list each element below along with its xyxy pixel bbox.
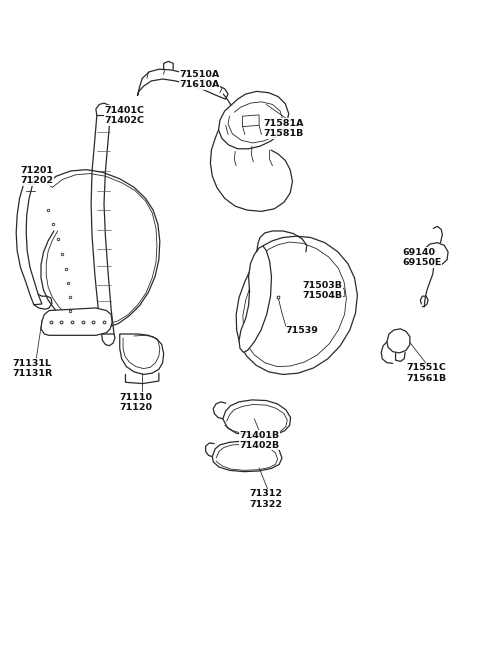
Polygon shape (41, 308, 112, 335)
Polygon shape (137, 69, 228, 99)
Polygon shape (91, 115, 114, 334)
Text: 71312
71322: 71312 71322 (250, 489, 283, 509)
Text: 71539: 71539 (285, 326, 318, 335)
Polygon shape (16, 178, 42, 305)
Text: 71401B
71402B: 71401B 71402B (239, 430, 279, 450)
Polygon shape (120, 334, 164, 375)
Text: 71581A
71581B: 71581A 71581B (263, 119, 303, 138)
Text: 71131L
71131R: 71131L 71131R (12, 359, 52, 378)
Polygon shape (387, 329, 410, 353)
Polygon shape (212, 441, 282, 472)
Text: 71201
71202: 71201 71202 (21, 166, 53, 185)
Text: 71551C
71561B: 71551C 71561B (406, 364, 446, 383)
Polygon shape (336, 287, 345, 297)
Text: 71503B
71504B: 71503B 71504B (302, 280, 342, 300)
Text: 71110
71120: 71110 71120 (120, 393, 153, 412)
Polygon shape (239, 246, 272, 352)
Text: 71510A
71610A: 71510A 71610A (179, 70, 220, 89)
Polygon shape (218, 92, 288, 149)
Text: 71401C
71402C: 71401C 71402C (104, 105, 144, 125)
Text: 69140
69150E: 69140 69150E (402, 248, 442, 267)
Polygon shape (223, 400, 290, 436)
Polygon shape (421, 243, 448, 266)
Polygon shape (236, 236, 358, 375)
Polygon shape (242, 115, 259, 126)
